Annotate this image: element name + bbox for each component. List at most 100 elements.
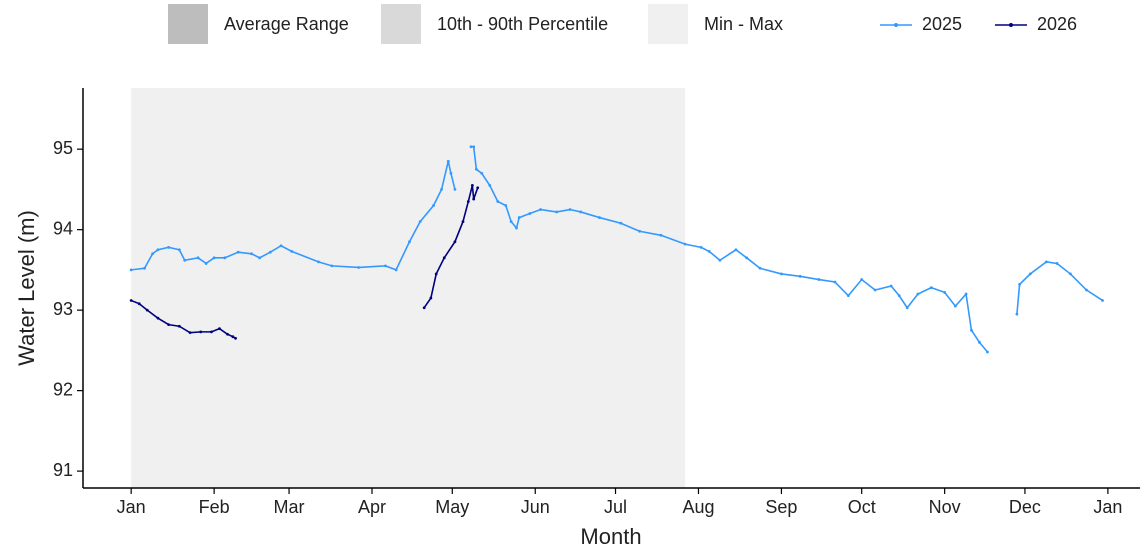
series-point (129, 299, 133, 302)
legend-label: 10th - 90th Percentile (437, 14, 608, 34)
legend-swatch (381, 4, 421, 44)
series-point (422, 306, 426, 310)
series-point (383, 264, 387, 268)
series-point (745, 256, 749, 260)
series-point (199, 330, 203, 334)
legend-dot (894, 23, 898, 27)
series-point (986, 350, 989, 354)
series-point (167, 323, 171, 327)
series-point (204, 262, 208, 265)
x-tick-label: Nov (929, 497, 961, 517)
series-point (488, 183, 492, 187)
series-point (905, 306, 909, 310)
series-point (707, 249, 711, 253)
series-point (234, 336, 237, 340)
series-point (183, 258, 187, 262)
series-point (223, 256, 227, 260)
series-point (394, 268, 398, 272)
series-point (250, 252, 253, 256)
legend-label: 2025 (922, 14, 962, 34)
series-point (515, 226, 518, 230)
x-tick-label: Jan (117, 497, 146, 517)
series-point (1069, 272, 1072, 276)
series-point (539, 208, 542, 211)
x-tick-label: Feb (199, 497, 230, 517)
x-tick-label: Jul (604, 497, 627, 517)
x-tick-label: Mar (274, 497, 305, 517)
series-point (1018, 282, 1021, 286)
series-point (156, 248, 160, 252)
series-point (472, 145, 476, 149)
series-point (279, 244, 283, 248)
series-point (889, 284, 893, 288)
series-point (226, 332, 229, 336)
series-point (258, 256, 262, 260)
series-point (317, 260, 320, 264)
series-point (964, 292, 968, 296)
series-point (929, 286, 933, 289)
series-point (758, 266, 762, 270)
series-point (916, 292, 920, 296)
series-point (1028, 272, 1032, 276)
series-point (873, 288, 877, 292)
series-point (469, 145, 473, 149)
legend-label: Average Range (224, 14, 349, 34)
band (131, 88, 686, 488)
series-point (472, 197, 476, 201)
series-point (196, 256, 200, 260)
series-point (943, 291, 947, 294)
series-point (509, 220, 513, 224)
series-point (446, 159, 450, 163)
series-point (218, 327, 221, 331)
series-point (598, 216, 601, 219)
series-point (833, 280, 837, 284)
series-point (236, 250, 240, 254)
series-point (440, 188, 443, 191)
y-tick-label: 93 (53, 299, 73, 319)
legend-label: Min - Max (704, 14, 783, 34)
series-point (137, 302, 141, 306)
series-point (461, 220, 465, 224)
x-tick-label: Aug (682, 497, 714, 517)
legend-label: 2026 (1037, 14, 1077, 34)
series-point (860, 278, 864, 281)
series-point (434, 272, 438, 276)
series-point (579, 210, 583, 214)
series-point (1044, 260, 1048, 264)
series-point (408, 240, 411, 244)
x-tick-label: Jan (1093, 497, 1122, 517)
x-axis-label: Month (580, 524, 641, 549)
x-tick-label: Sep (765, 497, 797, 517)
series-point (466, 200, 470, 203)
y-tick-label: 95 (53, 138, 73, 158)
series-point (568, 208, 572, 211)
x-tick-label: Oct (848, 497, 876, 517)
series-point (555, 210, 559, 214)
series-point (177, 324, 181, 328)
series-point (1015, 312, 1019, 316)
series-point (145, 308, 149, 312)
series-point (846, 294, 850, 298)
legend-dot (1009, 23, 1013, 27)
series-point (780, 272, 783, 276)
series-point (470, 183, 474, 187)
legend-swatch (168, 4, 208, 44)
series-point (151, 252, 154, 256)
y-axis-label: Water Level (m) (14, 210, 39, 366)
series-point (1085, 288, 1088, 292)
series-point (474, 167, 478, 171)
legend-swatch (648, 4, 688, 44)
series-point (1055, 262, 1059, 265)
x-tick-label: Apr (358, 497, 386, 517)
x-tick-label: May (435, 497, 469, 517)
series-point (177, 248, 181, 252)
series-point (978, 340, 981, 344)
series-point (442, 256, 446, 260)
series-point (897, 294, 901, 298)
series-point (718, 258, 722, 262)
series-point (167, 245, 171, 249)
series-point (699, 245, 703, 249)
series-point (496, 200, 500, 203)
series-point (970, 328, 973, 332)
series-point (188, 331, 192, 335)
